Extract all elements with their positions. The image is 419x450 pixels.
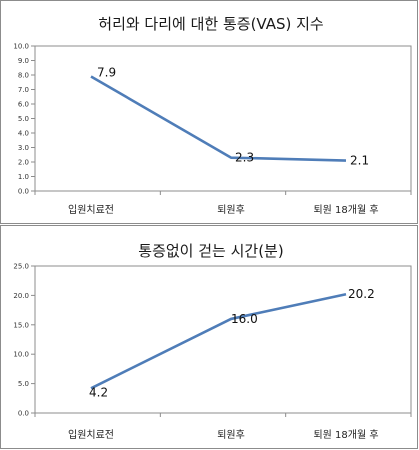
y-tick-label: 1.0 — [18, 173, 29, 181]
vas-chart: 허리와 다리에 대한 통증(VAS) 지수 0.0 1.0 2.0 3.0 4.0 5.0… — [13, 15, 412, 216]
chart-title: 허리와 다리에 대한 통증(VAS) 지수 — [98, 15, 323, 33]
vas-chart-panel: 허리와 다리에 대한 통증(VAS) 지수 0.0 1.0 2.0 3.0 4.0 5.0… — [0, 0, 418, 224]
y-tick-label: 7.0 — [18, 86, 29, 94]
y-tick-label: 5.0 — [18, 380, 29, 388]
x-category-label: 퇴원 18개월 후 — [313, 204, 378, 216]
walk-time-chart-panel: 통증없이 걷는 시간(분) 0.0 5.0 10.0 15.0 20.0 25.0 입원치료… — [0, 225, 418, 449]
series-line — [90, 292, 347, 390]
chart-title: 통증없이 걷는 시간(분) — [138, 242, 283, 260]
data-label: 4.2 — [89, 385, 108, 399]
y-tick-label: 0.0 — [18, 188, 29, 196]
x-category-label: 퇴원후 — [217, 204, 245, 216]
y-tick-label: 0.0 — [18, 410, 29, 418]
x-category-label: 입원치료전 — [68, 428, 114, 441]
y-tick-label: 9.0 — [18, 57, 29, 65]
y-tick-label: 15.0 — [13, 321, 29, 329]
x-category-label: 퇴원 18개월 후 — [313, 429, 378, 441]
y-tick-label: 25.0 — [13, 263, 29, 271]
data-label: 16.0 — [231, 312, 258, 326]
y-tick-label: 6.0 — [18, 101, 29, 109]
y-tick-label: 20.0 — [13, 292, 29, 300]
x-category-label: 퇴원후 — [217, 429, 245, 441]
data-label: 20.2 — [348, 287, 375, 301]
y-tick-label: 2.0 — [18, 159, 29, 167]
plot-area — [34, 45, 412, 192]
y-tick-label: 10.0 — [13, 351, 29, 359]
y-tick-label: 10.0 — [13, 43, 29, 51]
plot-area — [34, 265, 412, 414]
y-tick-label: 5.0 — [18, 115, 29, 123]
y-tick-label: 8.0 — [18, 72, 29, 80]
data-label: 2.3 — [235, 151, 254, 165]
walk-time-chart: 통증없이 걷는 시간(분) 0.0 5.0 10.0 15.0 20.0 25.0 입원치료… — [13, 242, 412, 441]
x-category-label: 입원치료전 — [68, 203, 114, 216]
y-tick-label: 4.0 — [18, 130, 29, 138]
data-label: 7.9 — [97, 65, 116, 79]
y-tick-label: 3.0 — [18, 144, 29, 152]
series-line — [90, 75, 347, 162]
data-label: 2.1 — [350, 154, 369, 168]
